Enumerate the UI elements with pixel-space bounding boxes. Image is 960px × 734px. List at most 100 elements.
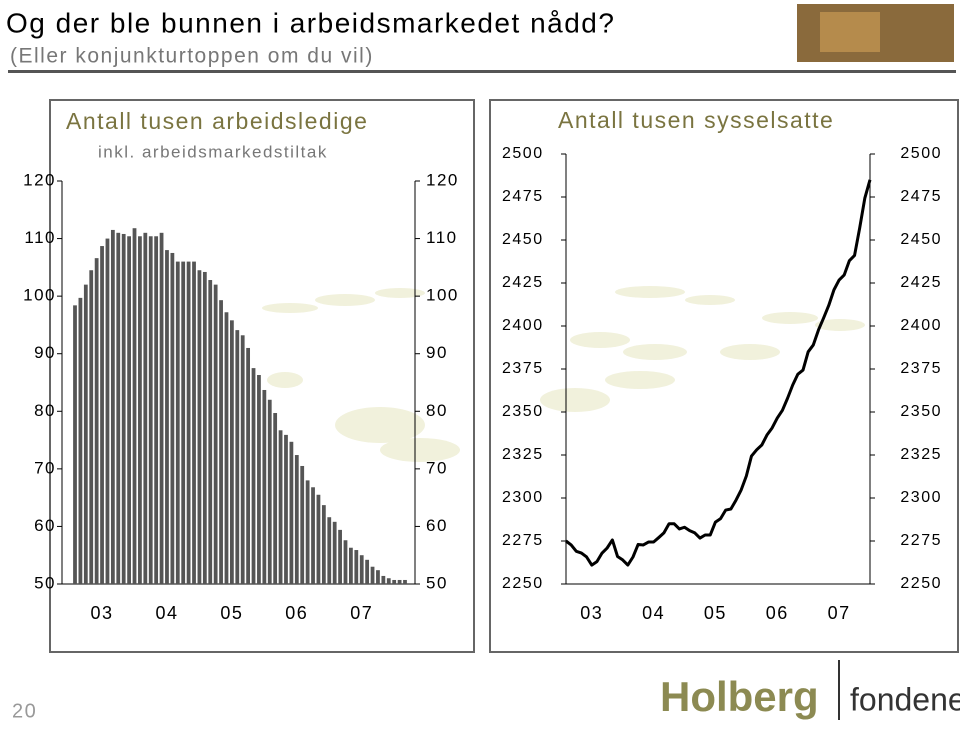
- bar: [181, 261, 186, 584]
- y-tick-label: 80: [34, 401, 56, 420]
- line-series: [565, 179, 872, 567]
- bar: [365, 559, 370, 584]
- bar: [83, 284, 88, 584]
- bar: [159, 232, 164, 585]
- bar: [219, 300, 223, 584]
- bar: [289, 441, 294, 584]
- bar: [100, 246, 104, 584]
- y-tick-label: 50: [34, 573, 56, 592]
- slide-title: Og der ble bunnen i arbeidsmarkedet nådd…: [6, 7, 615, 38]
- bar: [343, 540, 348, 584]
- bar: [73, 305, 77, 584]
- title-rule: [8, 70, 956, 73]
- bar: [197, 270, 202, 584]
- x-tick-label: 04: [155, 603, 178, 623]
- chart-title: Antall tusen arbeidsledige: [66, 108, 368, 134]
- bar: [386, 578, 391, 584]
- bar: [213, 284, 218, 584]
- y-tick-label: 2375: [502, 360, 544, 377]
- y-tick-label: 90: [34, 343, 56, 362]
- bar: [294, 455, 299, 584]
- bar: [273, 413, 278, 584]
- bar: [240, 335, 245, 584]
- x-tick-label: 06: [285, 603, 308, 623]
- bar: [235, 330, 240, 584]
- bar: [376, 570, 380, 584]
- y2-tick-label: 2500: [900, 145, 942, 162]
- y2-tick-label: 2350: [900, 403, 942, 420]
- y-tick-label: 2300: [502, 489, 544, 506]
- y2-tick-label: 80: [426, 401, 448, 420]
- logo-divider: [838, 660, 840, 720]
- y-tick-label: 2475: [502, 188, 544, 205]
- y-tick-label: 2450: [502, 231, 544, 248]
- bar: [202, 271, 207, 584]
- bar: [121, 233, 126, 585]
- bar: [138, 236, 142, 585]
- y2-tick-label: 60: [426, 516, 448, 535]
- x-tick-label: 07: [350, 603, 373, 623]
- bar: [257, 375, 261, 584]
- y-tick-label: 2275: [502, 532, 544, 549]
- y2-tick-label: 100: [426, 286, 459, 305]
- slide-subtitle: (Eller konjunkturtoppen om du vil): [10, 45, 374, 68]
- bar: [327, 517, 332, 584]
- bar: [349, 547, 353, 584]
- y2-tick-label: 2400: [900, 317, 942, 334]
- bar: [370, 566, 375, 584]
- logo-suffix: fondene: [850, 681, 960, 717]
- y2-tick-label: 2250: [900, 575, 942, 592]
- bar: [392, 579, 397, 584]
- x-tick-label: 06: [766, 603, 789, 623]
- bar: [246, 347, 251, 584]
- logo-name: Holberg: [660, 673, 819, 720]
- y-tick-label: 2500: [502, 145, 544, 162]
- background-ellipses: [262, 286, 865, 462]
- bar: [278, 430, 283, 584]
- bar: [397, 579, 402, 584]
- bar: [132, 228, 137, 585]
- chart-subtitle: inkl. arbeidsmarkedstiltak: [98, 142, 328, 161]
- left-panel: [49, 99, 475, 653]
- x-tick-label: 03: [580, 603, 603, 623]
- bar: [354, 550, 359, 584]
- bar: [251, 368, 256, 584]
- y2-tick-label: 2375: [900, 360, 942, 377]
- chart-title: Antall tusen sysselsatte: [558, 107, 834, 133]
- bar: [186, 261, 191, 584]
- bar: [262, 389, 267, 584]
- y2-tick-label: 2300: [900, 489, 942, 506]
- y2-tick-label: 110: [426, 228, 458, 247]
- bar: [305, 480, 310, 584]
- photo-detail: [820, 12, 880, 52]
- bar: [338, 529, 342, 584]
- right-panel: [489, 99, 959, 653]
- bar: [192, 261, 196, 584]
- y-tick-label: 110: [24, 228, 56, 247]
- y-tick-label: 2350: [502, 403, 544, 420]
- bar: [148, 236, 153, 585]
- bar: [154, 236, 159, 585]
- bar: [110, 229, 115, 584]
- bar: [170, 252, 175, 584]
- bar: [316, 494, 321, 584]
- y-tick-label: 70: [34, 458, 56, 477]
- x-tick-label: 05: [220, 603, 243, 623]
- y-tick-label: 2400: [502, 317, 544, 334]
- bar: [311, 487, 315, 584]
- y2-tick-label: 2275: [900, 532, 942, 549]
- bar: [165, 250, 169, 585]
- bar: [116, 232, 121, 585]
- y-tick-label: 2325: [502, 446, 544, 463]
- bar: [403, 579, 407, 584]
- bar: [208, 280, 213, 584]
- y2-tick-label: 2450: [900, 231, 942, 248]
- page-number: 20: [12, 700, 37, 722]
- bar: [359, 555, 364, 584]
- y2-tick-label: 120: [426, 170, 459, 189]
- y2-tick-label: 2475: [900, 188, 942, 205]
- bar: [381, 575, 386, 584]
- y2-tick-label: 50: [426, 573, 448, 592]
- y2-tick-label: 2325: [900, 446, 942, 463]
